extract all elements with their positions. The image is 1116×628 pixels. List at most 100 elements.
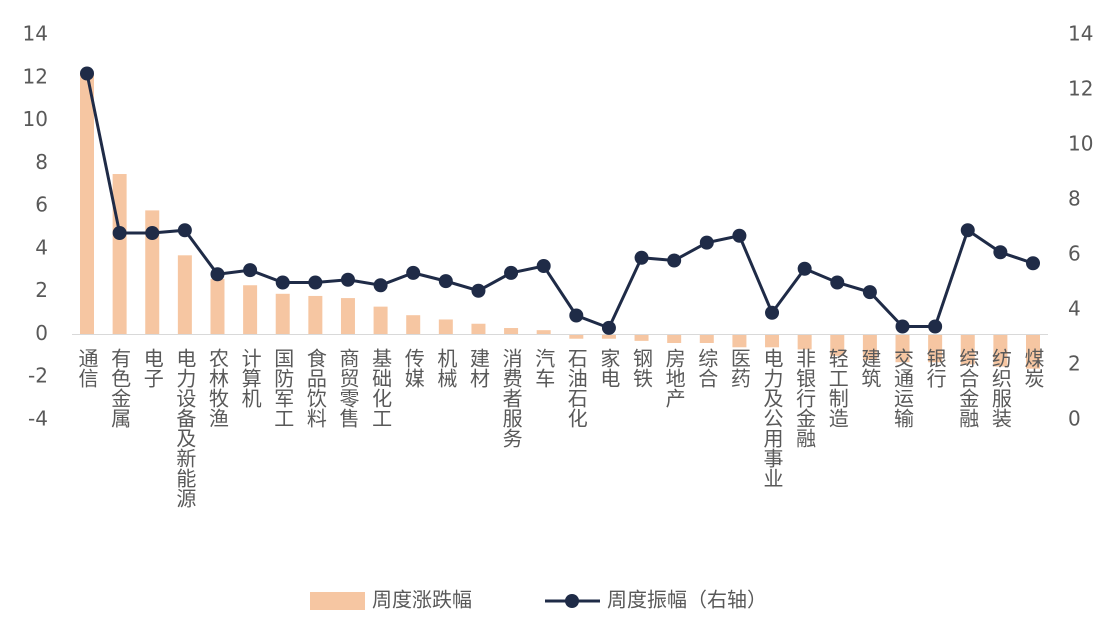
bar — [373, 306, 388, 335]
legend-swatch — [310, 592, 365, 610]
y2-tick-label: 14 — [1068, 22, 1093, 46]
x-tick-label: 建材 — [466, 348, 490, 388]
bar — [732, 334, 747, 348]
line-marker — [504, 265, 519, 280]
line-marker — [569, 308, 584, 323]
bar — [80, 73, 94, 335]
bar — [471, 323, 486, 335]
x-tick-label: 电力及公用事业 — [760, 348, 784, 488]
line-marker — [928, 319, 943, 334]
line-marker — [145, 226, 160, 240]
x-tick-label: 汽车 — [532, 348, 556, 388]
y2-tick-label: 10 — [1068, 132, 1093, 156]
line-marker — [471, 283, 486, 298]
bar — [667, 334, 682, 343]
bar — [960, 334, 975, 365]
legend-label: 周度振幅（右轴） — [607, 588, 767, 612]
line-marker — [601, 320, 616, 335]
x-tick-label: 基础化工 — [369, 348, 393, 428]
x-tick-label: 煤炭 — [1021, 348, 1045, 388]
y-tick-label: 14 — [23, 22, 48, 46]
line-marker — [536, 259, 551, 273]
x-tick-label: 银行 — [923, 348, 947, 388]
bar — [406, 315, 421, 335]
bar — [1026, 334, 1040, 369]
line-marker — [340, 272, 355, 287]
line-marker — [80, 66, 94, 81]
bar — [145, 210, 160, 335]
bar — [438, 319, 453, 335]
bar — [536, 330, 551, 335]
line-marker — [177, 223, 192, 238]
bar — [862, 334, 877, 361]
x-tick-label: 纺织服装 — [988, 348, 1012, 428]
x-tick-label: 钢铁 — [630, 348, 654, 388]
x-tick-label: 交通运输 — [891, 348, 915, 428]
legend-label: 周度涨跌幅 — [372, 588, 472, 612]
line-marker — [830, 275, 845, 290]
y-tick-label: 12 — [23, 64, 48, 88]
x-tick-label: 房地产 — [662, 348, 686, 408]
y-tick-label: -2 — [28, 364, 48, 388]
x-tick-label: 建筑 — [858, 348, 882, 388]
bar — [308, 295, 323, 335]
bar — [634, 334, 649, 341]
line-marker — [699, 235, 714, 250]
x-tick-label: 农林牧渔 — [205, 348, 229, 428]
line-marker — [275, 275, 290, 290]
bar — [275, 293, 290, 335]
y2-tick-label: 0 — [1068, 407, 1081, 431]
line-marker — [308, 275, 323, 290]
x-tick-label: 消费者服务 — [499, 348, 523, 448]
bar — [340, 298, 355, 335]
y2-tick-label: 8 — [1068, 187, 1081, 211]
x-tick-label: 有色金属 — [108, 348, 132, 429]
y2-tick-label: 4 — [1068, 297, 1081, 321]
y-tick-label: 0 — [35, 321, 48, 345]
x-tick-label: 传媒 — [401, 348, 425, 388]
line-marker — [732, 228, 747, 243]
line-marker — [243, 263, 258, 278]
y-tick-label: 8 — [35, 150, 48, 174]
bar — [243, 285, 258, 335]
y-tick-label: 6 — [35, 193, 48, 217]
line-marker — [993, 245, 1008, 260]
x-tick-label: 机械 — [434, 348, 458, 388]
line-marker — [797, 261, 812, 276]
line — [85, 73, 1034, 330]
x-tick-label: 国防军工 — [271, 348, 295, 428]
x-tick-label: 计算机 — [238, 348, 262, 408]
y-tick-label: 4 — [35, 235, 48, 259]
line-marker — [438, 274, 453, 289]
y-tick-label: 10 — [23, 107, 48, 131]
bar — [830, 334, 845, 356]
x-tick-label: 综合金融 — [956, 348, 980, 428]
x-tick-label: 石油石化 — [564, 348, 588, 428]
x-tick-label: 食品饮料 — [303, 348, 327, 428]
bar — [210, 278, 225, 335]
line-marker — [895, 319, 910, 334]
bar — [928, 334, 943, 363]
line-marker — [1026, 256, 1040, 271]
bar — [112, 174, 127, 335]
legend-swatch — [565, 594, 579, 608]
bar — [504, 328, 519, 335]
bar — [569, 334, 584, 339]
x-tick-label: 电子 — [140, 348, 164, 388]
y2-tick-label: 12 — [1068, 77, 1093, 101]
y2-tick-label: 2 — [1068, 352, 1081, 376]
y-tick-label: -4 — [28, 407, 48, 431]
x-tick-label: 医药 — [727, 348, 751, 388]
x-tick-label: 电力设备及新能源 — [173, 348, 197, 508]
x-tick-label: 轻工制造 — [825, 348, 849, 428]
line-marker — [765, 305, 780, 320]
x-tick-label: 商贸零售 — [336, 348, 360, 428]
line-marker — [373, 278, 388, 293]
line-marker — [210, 267, 225, 282]
x-tick-label: 通信 — [75, 348, 99, 388]
bar — [601, 334, 616, 339]
bar — [699, 334, 714, 343]
bar — [765, 334, 780, 348]
line-marker — [634, 250, 649, 265]
